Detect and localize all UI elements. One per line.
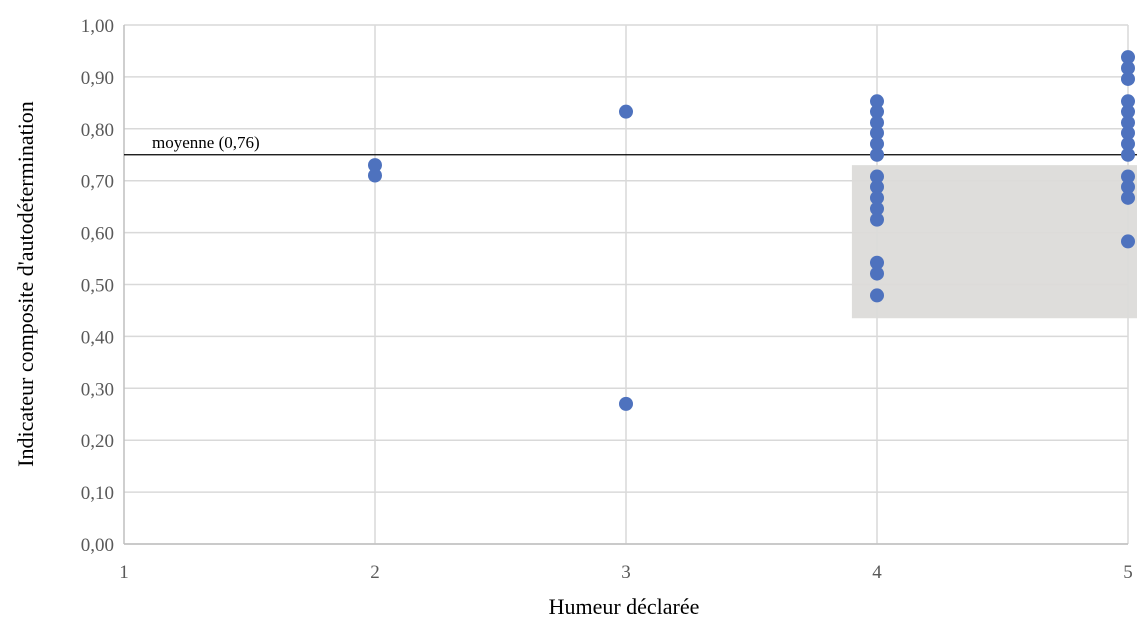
data-point	[1121, 234, 1135, 249]
data-point	[368, 168, 382, 183]
x-tick-label: 2	[370, 562, 380, 583]
x-tick-label: 4	[872, 562, 882, 583]
data-point	[870, 190, 884, 205]
data-point	[870, 125, 884, 140]
data-point	[1121, 71, 1135, 86]
highlight-rect	[851, 165, 1137, 319]
data-point	[870, 266, 884, 281]
x-axis-title: Humeur déclarée	[549, 594, 700, 619]
data-point	[1121, 190, 1135, 205]
data-point	[619, 104, 633, 119]
x-tick-label: 5	[1123, 562, 1133, 583]
y-tick-label: 0,90	[81, 68, 114, 89]
data-point	[1121, 50, 1135, 65]
x-tick-label: 1	[119, 562, 129, 583]
x-tick-labels: 1 2 3 4 5	[119, 562, 1133, 583]
data-point	[870, 136, 884, 151]
data-point	[1121, 104, 1135, 119]
y-tick-label: 1,00	[81, 16, 114, 37]
data-point	[1121, 94, 1135, 109]
data-point	[1121, 169, 1135, 184]
x-tick-label: 3	[621, 562, 631, 583]
mean-line-label: moyenne (0,76)	[152, 133, 260, 152]
data-point	[619, 396, 633, 411]
data-point	[1121, 136, 1135, 151]
data-point	[870, 288, 884, 303]
y-tick-label: 0,80	[81, 120, 114, 141]
data-point	[1121, 147, 1135, 162]
data-point	[1121, 179, 1135, 194]
data-point	[870, 212, 884, 227]
data-point	[1121, 125, 1135, 140]
data-points	[368, 50, 1135, 411]
data-point	[870, 94, 884, 109]
data-point	[870, 104, 884, 119]
y-tick-label: 0,40	[81, 327, 114, 348]
y-tick-label: 0,60	[81, 224, 114, 245]
data-point	[870, 147, 884, 162]
y-tick-label: 0,20	[81, 431, 114, 452]
data-point	[368, 158, 382, 173]
y-tick-label: 0,50	[81, 276, 114, 297]
y-axis-title: Indicateur composite d'autodétermination	[13, 101, 38, 467]
y-tick-label: 0,10	[81, 483, 114, 504]
y-tick-labels: 0,00 0,10 0,20 0,30 0,40 0,50 0,60 0,70 0,80 0,90…	[81, 16, 114, 556]
data-point	[870, 255, 884, 270]
data-point	[870, 179, 884, 194]
data-point	[1121, 115, 1135, 130]
y-tick-label: 0,30	[81, 379, 114, 400]
y-tick-label: 0,70	[81, 172, 114, 193]
data-point	[870, 201, 884, 216]
highlight-region	[851, 165, 1137, 319]
data-point	[1121, 61, 1135, 76]
y-tick-label: 0,00	[81, 535, 114, 556]
data-point	[870, 169, 884, 184]
data-point	[870, 115, 884, 130]
